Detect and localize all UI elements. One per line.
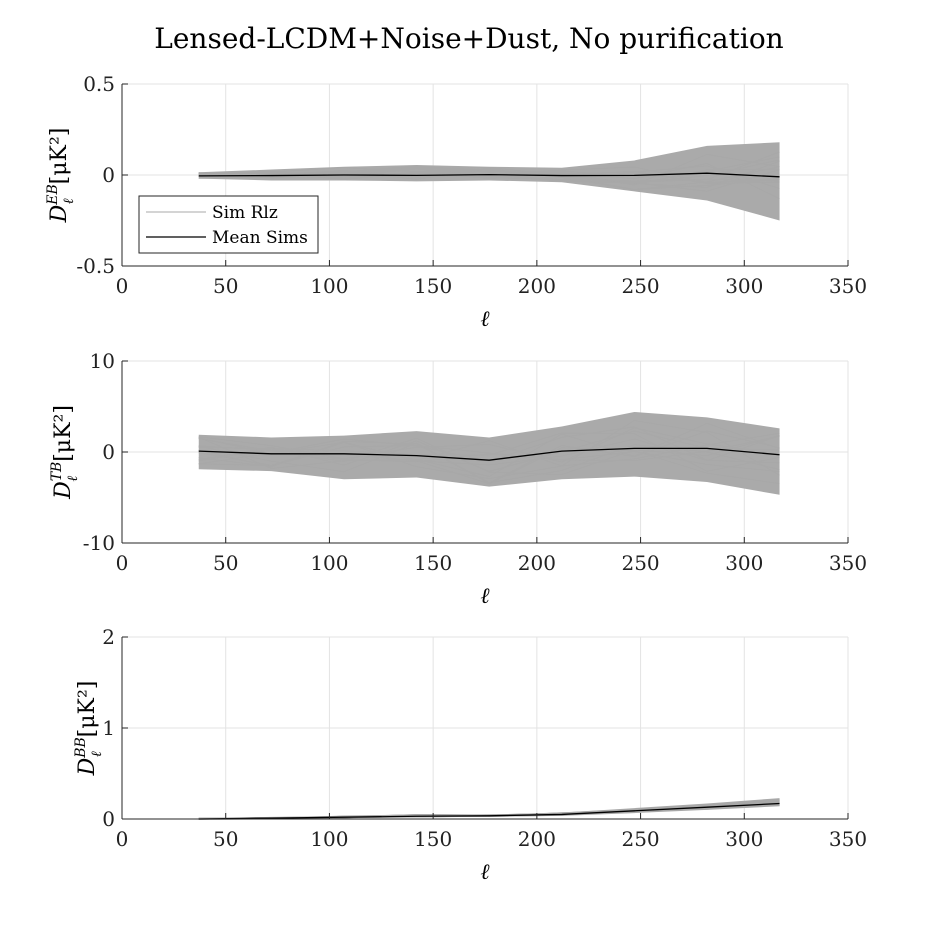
sim-realization-line [198,422,780,478]
y-label-superscript: TB [49,462,65,482]
y-label-subscript: ℓ [65,476,81,482]
y-tick-label: 10 [90,349,115,373]
y-label-superscript: EB [45,184,61,206]
y-tick-label: 0.5 [83,72,115,96]
y-tick-label: 1 [102,716,115,740]
x-tick-label: 150 [414,827,452,851]
sim-realization-line [198,430,780,484]
sim-realization-line [198,441,780,485]
x-tick-label: 150 [414,274,452,298]
sim-realization-line [198,435,780,467]
x-tick-label: 0 [116,551,129,575]
x-tick-label: 250 [621,551,659,575]
x-tick-label: 100 [310,827,348,851]
y-label-unit: [μK²] [51,405,76,462]
x-tick-label: 300 [725,827,763,851]
legend: Sim Rlz Mean Sims [138,195,319,254]
x-tick-label: 0 [116,827,129,851]
x-tick-label: 200 [518,274,556,298]
x-tick-label: 100 [310,551,348,575]
x-tick-label: 300 [725,274,763,298]
y-label-symbol: D [75,757,100,776]
y-tick-label: 0 [102,163,115,187]
panels: 0 50 100 150 200 250 300 350-0.500.5ℓDEBℓ[μK²]0… [45,72,867,885]
sim-realization-line [198,448,780,473]
x-axis-label: ℓ [480,307,490,332]
y-tick-label: 2 [102,625,115,649]
x-tick-label: 250 [621,274,659,298]
x-tick-label: 250 [621,827,659,851]
y-label-subscript: ℓ [61,198,77,204]
x-axis-label: ℓ [480,860,490,885]
y-tick-label: 0 [102,807,115,831]
y-label-symbol: D [47,204,72,223]
y-label-superscript: BB [73,737,89,759]
x-tick-label: 0 [116,274,129,298]
x-tick-label: 50 [213,274,238,298]
legend-label: Mean Sims [212,228,308,248]
x-tick-label: 50 [213,827,238,851]
sim-realization-line [198,167,780,191]
y-tick-label: -10 [83,531,115,555]
y-axis-label: DTBℓ [μK²] [49,405,81,500]
figure-title: Lensed-LCDM+Noise+Dust, No purification [154,22,783,55]
y-label-symbol: D [51,481,76,500]
sim-band [198,142,780,221]
y-label-unit: [μK²] [75,681,100,738]
sim-realization-line [198,167,780,186]
x-tick-label: 50 [213,551,238,575]
x-tick-label: 150 [414,551,452,575]
y-label-subscript: ℓ [89,751,105,757]
y-axis-label: DBBℓ [μK²] [73,681,105,777]
mean-sims-line [198,172,780,178]
y-label-unit: [μK²] [47,128,72,185]
x-tick-label: 300 [725,551,763,575]
x-tick-label: 200 [518,551,556,575]
y-tick-label: -0.5 [76,254,115,278]
sim-realization-line [198,419,780,480]
y-tick-label: 0 [102,440,115,464]
x-tick-label: 350 [829,827,867,851]
x-axis-label: ℓ [480,584,490,609]
x-tick-label: 350 [829,274,867,298]
mean-sims-line [198,447,780,461]
mean-sims-line [198,802,780,820]
sim-realization-line [198,165,780,189]
x-tick-label: 350 [829,551,867,575]
y-axis-label: DEBℓ [μK²] [45,128,77,224]
legend-box [138,195,319,254]
legend-label: Sim Rlz [212,203,278,223]
x-tick-label: 100 [310,274,348,298]
x-tick-label: 200 [518,827,556,851]
